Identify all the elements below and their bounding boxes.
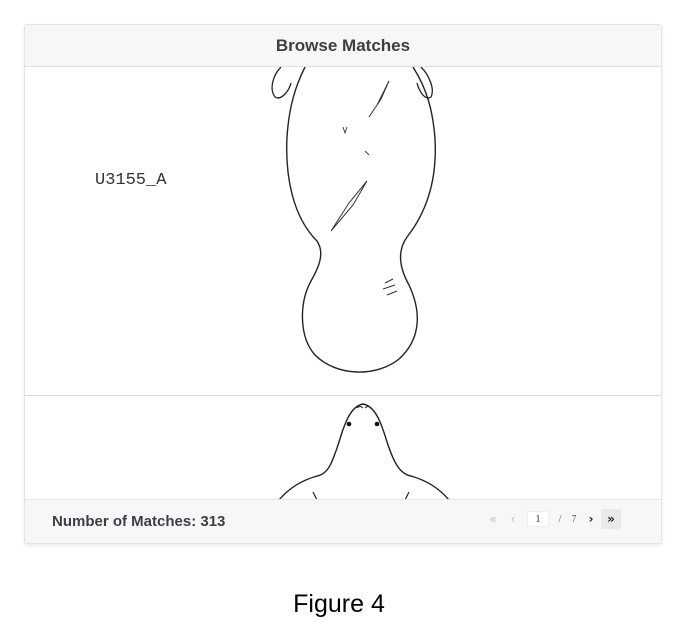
chevron-right-icon[interactable]: › — [588, 512, 594, 526]
double-chevron-left-icon[interactable]: « — [489, 512, 497, 526]
pagination: « ‹ / 7 › » — [483, 508, 621, 530]
page-separator: / — [558, 513, 562, 525]
page-number-input[interactable] — [527, 511, 549, 527]
manatee-head-sketch — [278, 403, 450, 499]
chevron-left-icon[interactable]: ‹ — [510, 512, 516, 526]
matches-scroll-area[interactable]: U3155_A — [25, 67, 661, 499]
match-count: Number of Matches: 313 — [52, 513, 226, 530]
panel-footer: Number of Matches: 313 « ‹ / 7 › » — [25, 499, 661, 543]
double-chevron-right-icon[interactable]: » — [601, 509, 621, 529]
panel-title: Browse Matches — [25, 25, 661, 67]
match-row[interactable] — [25, 396, 661, 499]
browse-matches-panel: Browse Matches U3155_A — [24, 24, 662, 544]
total-pages: 7 — [571, 513, 577, 525]
figure-caption: Figure 4 — [293, 590, 385, 618]
match-row[interactable]: U3155_A — [25, 67, 661, 396]
manatee-scar-sketch — [271, 67, 436, 373]
match-id-label: U3155_A — [95, 171, 167, 190]
